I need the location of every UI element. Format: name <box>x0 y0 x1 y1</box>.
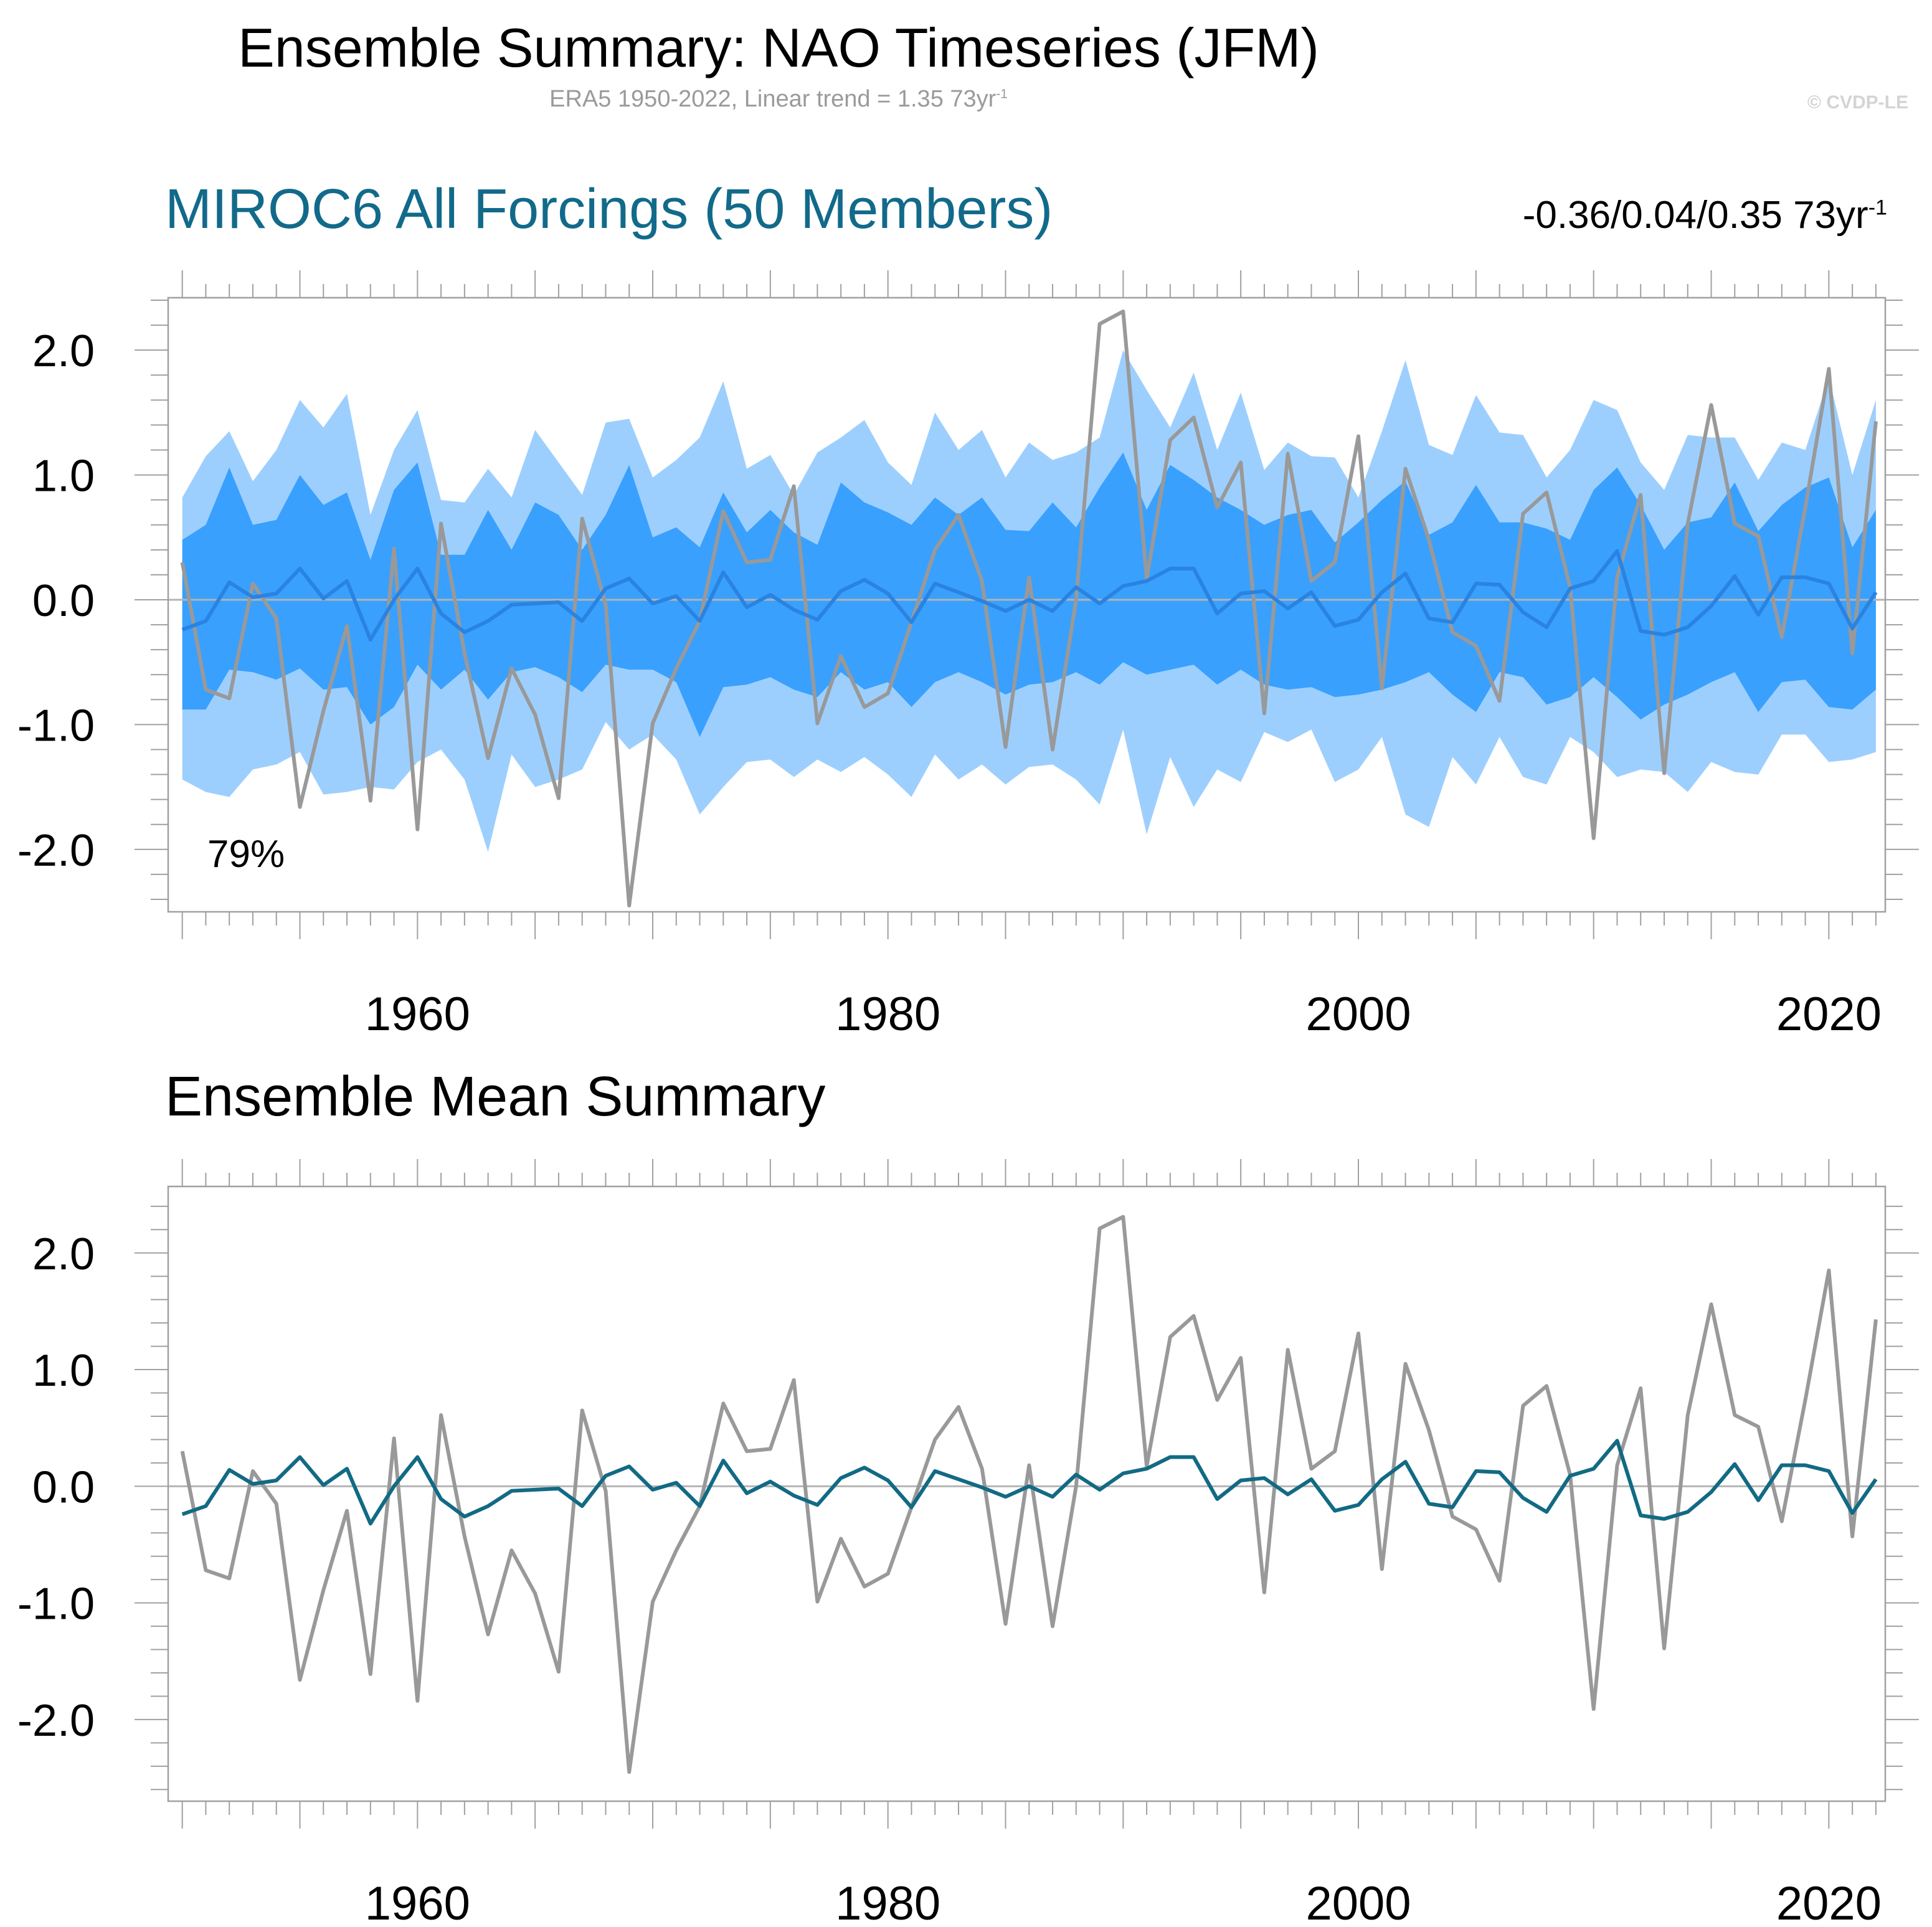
observed-line <box>180 1214 1878 1774</box>
x-tick-label: 2020 <box>1776 1877 1882 1927</box>
panel2-chart: 1960 1980 2000 2020 -2.0 -1.0 0.0 1.0 2.0 <box>17 1159 1919 1927</box>
subtitle-superscript: -1 <box>996 87 1008 102</box>
x-tick-label: 1980 <box>835 1877 940 1927</box>
y-tick-label: -2.0 <box>17 826 95 876</box>
x-tick-label: 2020 <box>1776 988 1882 1041</box>
x-tick-label: 1960 <box>365 988 470 1041</box>
x-tick-label: 1980 <box>835 988 940 1041</box>
panel1-title: MIROC6 All Forcings (50 Members) <box>165 178 1053 240</box>
panel1-trend-range: -0.36/0.04/0.35 73yr-1 <box>1523 193 1887 237</box>
percent-label: 79% <box>207 833 285 876</box>
plot-frame <box>167 296 1887 913</box>
panel2-title: Ensemble Mean Summary <box>165 1066 826 1128</box>
observed-line <box>180 310 1878 907</box>
inner-band-area <box>182 452 1876 737</box>
y-tick-label: 0.0 <box>32 576 95 626</box>
plot-frame <box>167 1185 1887 1802</box>
y-tick-label: -1.0 <box>17 701 95 750</box>
x-tick-label: 2000 <box>1305 988 1411 1041</box>
y-tick-label: 1.0 <box>32 1346 95 1396</box>
x-tick-label: 2000 <box>1305 1877 1411 1927</box>
y-tick-label: -1.0 <box>17 1579 95 1629</box>
ensemble-mean-line <box>181 1439 1878 1526</box>
subtitle: ERA5 1950-2022, Linear trend = 1.35 73yr… <box>0 86 1557 113</box>
y-tick-label: 0.0 <box>32 1462 95 1512</box>
panel1-trend-text: -0.36/0.04/0.35 73yr <box>1522 194 1868 237</box>
panel1-chart: 1960 1980 2000 2020 -2.0 -1.0 0.0 1.0 2.0 <box>17 270 1919 1041</box>
y-tick-label: 2.0 <box>32 1229 95 1279</box>
x-tick-label: 1960 <box>365 1877 470 1927</box>
y-tick-label: -2.0 <box>17 1696 95 1746</box>
panel1-trend-superscript: -1 <box>1868 196 1887 220</box>
page-title: Ensemble Summary: NAO Timeseries (JFM) <box>238 17 1319 78</box>
watermark: © CVDP-LE <box>1807 92 1908 113</box>
y-tick-label: 2.0 <box>32 326 95 376</box>
y-tick-label: 1.0 <box>32 452 95 501</box>
ensemble-mean-line <box>181 549 1878 642</box>
subtitle-text: ERA5 1950-2022, Linear trend = 1.35 73yr <box>549 86 997 112</box>
